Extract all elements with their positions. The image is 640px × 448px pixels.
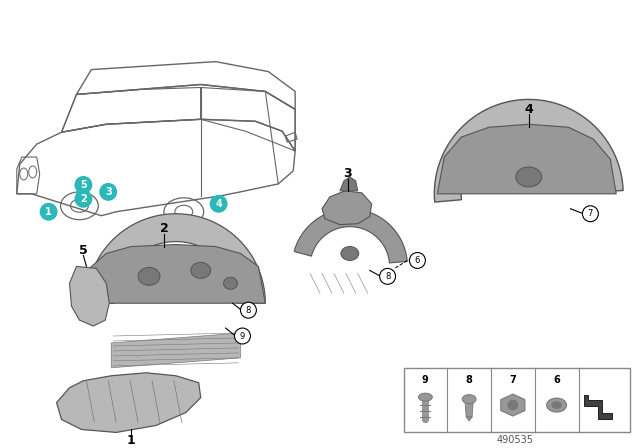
Ellipse shape (462, 395, 476, 404)
Polygon shape (465, 403, 473, 417)
Circle shape (380, 268, 396, 284)
Polygon shape (466, 417, 472, 421)
Text: 9: 9 (422, 375, 429, 385)
Polygon shape (340, 177, 358, 191)
Text: 8: 8 (246, 306, 251, 314)
Circle shape (241, 302, 257, 318)
Ellipse shape (191, 263, 211, 278)
Text: 1: 1 (45, 207, 52, 217)
Text: 6: 6 (553, 375, 560, 385)
Polygon shape (294, 209, 407, 263)
FancyBboxPatch shape (403, 368, 630, 432)
Ellipse shape (341, 246, 359, 260)
Ellipse shape (547, 398, 566, 412)
Circle shape (74, 176, 92, 194)
Text: 7: 7 (588, 209, 593, 218)
Text: 3: 3 (344, 168, 352, 181)
Polygon shape (322, 191, 372, 224)
Circle shape (40, 203, 58, 221)
Text: 4: 4 (524, 103, 533, 116)
Polygon shape (111, 333, 241, 368)
Text: 5: 5 (80, 180, 87, 190)
Text: 2: 2 (159, 222, 168, 235)
Polygon shape (500, 394, 525, 416)
Circle shape (234, 328, 250, 344)
Polygon shape (437, 124, 616, 194)
Text: 8: 8 (466, 375, 472, 385)
Circle shape (74, 190, 92, 208)
Polygon shape (584, 395, 612, 419)
Ellipse shape (516, 167, 541, 187)
Text: 6: 6 (415, 256, 420, 265)
Polygon shape (70, 267, 109, 326)
Circle shape (210, 195, 228, 213)
Polygon shape (86, 214, 266, 303)
Circle shape (582, 206, 598, 222)
Text: 4: 4 (215, 199, 222, 209)
Circle shape (508, 400, 518, 410)
Text: 5: 5 (79, 244, 88, 257)
Text: 1: 1 (127, 434, 136, 447)
Circle shape (99, 183, 117, 201)
Text: 7: 7 (509, 375, 516, 385)
Text: 8: 8 (385, 272, 390, 281)
Ellipse shape (552, 401, 561, 409)
Ellipse shape (419, 393, 433, 401)
Text: 2: 2 (80, 194, 87, 204)
Polygon shape (56, 373, 201, 432)
Text: 3: 3 (105, 187, 111, 197)
Circle shape (410, 253, 426, 268)
Ellipse shape (138, 267, 160, 285)
Polygon shape (86, 245, 266, 303)
Text: 490535: 490535 (497, 435, 533, 445)
Text: 9: 9 (240, 332, 245, 340)
Polygon shape (435, 99, 623, 202)
Ellipse shape (223, 277, 237, 289)
